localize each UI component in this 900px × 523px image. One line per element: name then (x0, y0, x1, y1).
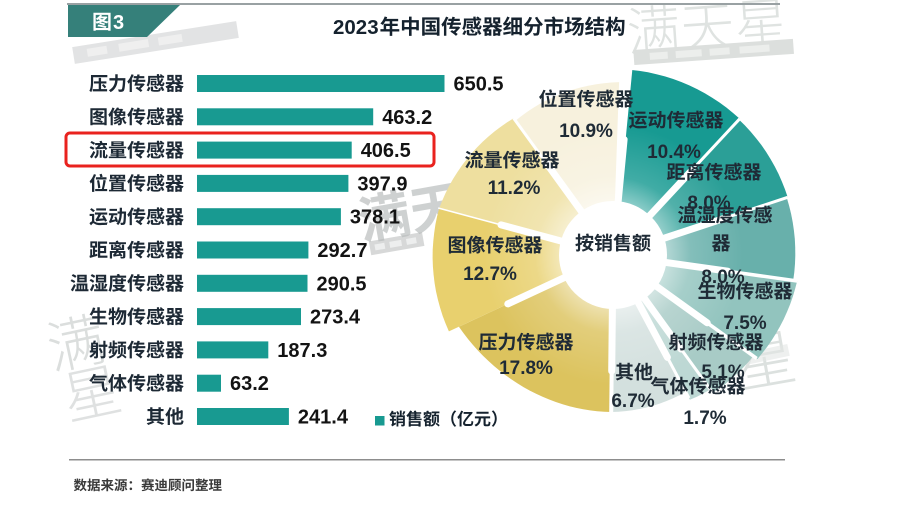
svg-text:8.0%: 8.0% (701, 267, 744, 288)
svg-text:292.7: 292.7 (317, 240, 367, 262)
svg-text:378.1: 378.1 (350, 207, 400, 229)
svg-text:10.9%: 10.9% (559, 121, 613, 142)
svg-text:463.2: 463.2 (382, 107, 432, 129)
svg-text:241.4: 241.4 (298, 407, 349, 429)
svg-text:187.3: 187.3 (277, 340, 327, 362)
svg-text:650.5: 650.5 (454, 74, 504, 96)
svg-text:273.4: 273.4 (310, 307, 361, 329)
svg-text:3: 3 (113, 12, 124, 34)
svg-text:11.2%: 11.2% (488, 178, 541, 199)
svg-text:63.2: 63.2 (230, 373, 269, 395)
svg-text:10.4%: 10.4% (647, 142, 701, 163)
svg-text:397.9: 397.9 (357, 173, 407, 195)
svg-text:6.7%: 6.7% (611, 391, 654, 412)
svg-text:17.8%: 17.8% (499, 358, 553, 379)
svg-text:7.5%: 7.5% (723, 313, 766, 334)
svg-text:406.5: 406.5 (361, 140, 411, 162)
svg-text:1.7%: 1.7% (683, 408, 726, 429)
svg-text:290.5: 290.5 (317, 273, 367, 295)
svg-text:12.7%: 12.7% (463, 264, 517, 285)
svg-text:2023: 2023 (333, 16, 379, 39)
